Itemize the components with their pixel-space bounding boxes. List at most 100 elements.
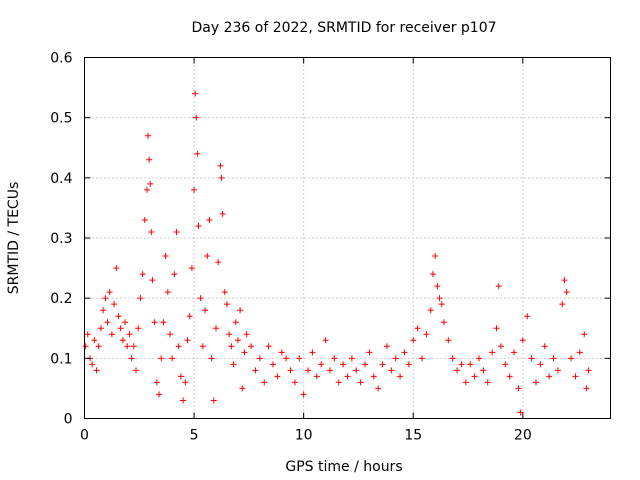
data-point (115, 313, 122, 320)
data-point (546, 373, 553, 380)
data-point (188, 265, 195, 272)
y-tick-label: 0 (64, 412, 73, 428)
data-point (232, 319, 239, 326)
data-point (204, 253, 211, 260)
data-point (130, 343, 137, 350)
data-point (432, 253, 439, 260)
data-point (208, 355, 215, 362)
data-point (388, 367, 395, 374)
data-point (585, 367, 592, 374)
data-point (357, 379, 364, 386)
data-point (135, 325, 142, 332)
data-point (182, 379, 189, 386)
data-point (568, 355, 575, 362)
y-tick-label: 0.3 (50, 231, 72, 247)
data-point (436, 295, 443, 302)
data-point (160, 319, 167, 326)
data-point (186, 313, 193, 320)
data-point (169, 355, 176, 362)
data-point (202, 307, 209, 314)
y-tick-label: 0.1 (50, 351, 72, 367)
data-point (344, 373, 351, 380)
data-point (484, 379, 491, 386)
x-tick-labels: 0 5 10 15 20 (80, 428, 532, 444)
data-point (194, 150, 201, 157)
data-point (300, 391, 307, 398)
data-point (133, 367, 140, 374)
data-point (511, 349, 518, 356)
data-point (583, 385, 590, 392)
data-point (158, 355, 165, 362)
x-tick-label: 5 (190, 428, 199, 444)
data-point (392, 355, 399, 362)
data-point (162, 253, 169, 260)
data-point (193, 114, 200, 121)
data-point (462, 379, 469, 386)
data-point (515, 385, 522, 392)
data-point (576, 349, 583, 356)
data-point (199, 343, 206, 350)
data-point (95, 343, 102, 350)
x-axis-title: GPS time / hours (285, 459, 402, 475)
data-point (226, 331, 233, 338)
data-point (195, 222, 202, 229)
data-point (375, 385, 382, 392)
grid (84, 57, 611, 419)
data-point (313, 373, 320, 380)
data-point (210, 397, 217, 404)
data-point (405, 361, 412, 368)
data-point (454, 367, 461, 374)
data-point (467, 361, 474, 368)
data-point (305, 367, 312, 374)
data-point (166, 331, 173, 338)
data-point (145, 132, 152, 139)
data-point (524, 313, 531, 320)
data-point (84, 331, 91, 338)
data-point (173, 228, 180, 235)
data-point (230, 361, 237, 368)
data-point (532, 379, 539, 386)
data-point (497, 343, 504, 350)
data-point (480, 367, 487, 374)
data-point (541, 343, 548, 350)
data-point (458, 361, 465, 368)
data-point (234, 337, 241, 344)
data-point (143, 186, 150, 193)
data-point (362, 361, 369, 368)
data-point (397, 373, 404, 380)
chart-title: Day 236 of 2022, SRMTID for receiver p10… (191, 20, 496, 36)
y-tick-label: 0.4 (50, 171, 72, 187)
data-point (572, 373, 579, 380)
data-point (353, 367, 360, 374)
data-point (326, 367, 333, 374)
data-point (256, 355, 263, 362)
data-point (489, 349, 496, 356)
data-point (243, 331, 250, 338)
data-point (217, 162, 224, 169)
data-point (219, 210, 226, 217)
data-point (192, 90, 199, 97)
data-point (117, 325, 124, 332)
data-point (383, 343, 390, 350)
y-axis-title: SRMTID / TECUs (6, 182, 22, 295)
data-point (218, 174, 225, 181)
data-point (493, 325, 500, 332)
data-point (180, 397, 187, 404)
data-point (97, 325, 104, 332)
data-point (141, 216, 148, 223)
data-point (241, 349, 248, 356)
data-point (419, 355, 426, 362)
x-tick-label: 20 (514, 428, 532, 444)
data-point (379, 361, 386, 368)
data-point (93, 367, 100, 374)
data-point (213, 325, 219, 332)
data-point (445, 337, 452, 344)
data-point (476, 355, 482, 362)
data-point (223, 301, 230, 308)
data-point (82, 343, 89, 350)
data-point (296, 355, 303, 362)
data-point (410, 337, 417, 344)
data-point (239, 385, 246, 392)
data-points (82, 90, 592, 416)
data-point (147, 180, 154, 187)
